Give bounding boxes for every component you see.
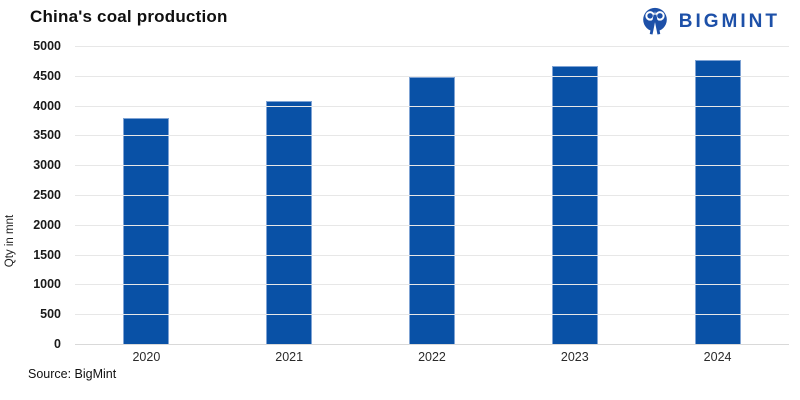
bar-slot [503, 46, 646, 344]
bar-slot [361, 46, 504, 344]
bar-slot [646, 46, 789, 344]
x-tick-label: 2021 [275, 350, 304, 364]
y-axis-title: Qty in mnt [4, 214, 16, 268]
x-tick-label: 2022 [418, 350, 446, 364]
y-tick-label: 1000 [33, 277, 61, 292]
y-axis: Qty in mnt 0 500 1000 1500 2000 2500 3000 3500 4… [0, 39, 68, 351]
x-tick-label: 2023 [560, 350, 589, 364]
bigmint-logo-text: BIGMINT [678, 11, 780, 32]
y-tick-label: 2500 [33, 188, 61, 202]
gridline [75, 105, 789, 107]
bar-2021 [266, 100, 313, 344]
bigmint-miner-icon [638, 4, 672, 40]
gridline [75, 224, 789, 226]
y-tick-label: 4000 [33, 98, 61, 113]
gridline [75, 254, 789, 256]
bar-2022 [408, 77, 455, 344]
gridline [75, 135, 789, 137]
x-axis: 2020 2021 2022 2023 2024 [75, 350, 789, 364]
y-tick-label: 0 [54, 337, 61, 351]
x-tick-label: 2020 [132, 350, 161, 364]
source-note: Source: BigMint [28, 367, 117, 381]
bigmint-logo: BIGMINT [638, 4, 780, 40]
x-tick-label: 2024 [703, 350, 732, 364]
gridline [75, 314, 789, 316]
gridline [75, 195, 789, 196]
y-tick-label: 4500 [33, 68, 61, 83]
y-tick-label: 1500 [33, 247, 61, 262]
bar-slot [218, 46, 361, 344]
chart-title: China's coal production [30, 7, 228, 26]
bar-series [75, 46, 789, 344]
y-tick-label: 3500 [33, 128, 61, 143]
y-tick-label: 2000 [33, 217, 61, 232]
y-tick-label: 5000 [33, 39, 61, 53]
bar-2020 [123, 117, 170, 344]
gridline [75, 344, 789, 345]
gridline [75, 284, 789, 286]
bar-2024 [694, 60, 741, 344]
bar-2023 [551, 65, 598, 344]
gridline [75, 75, 789, 77]
gridline [75, 165, 789, 167]
plot-area [75, 46, 789, 345]
bar-slot [75, 46, 218, 344]
y-tick-label: 500 [40, 307, 61, 322]
gridline [75, 46, 789, 47]
y-tick-label: 3000 [33, 158, 61, 173]
